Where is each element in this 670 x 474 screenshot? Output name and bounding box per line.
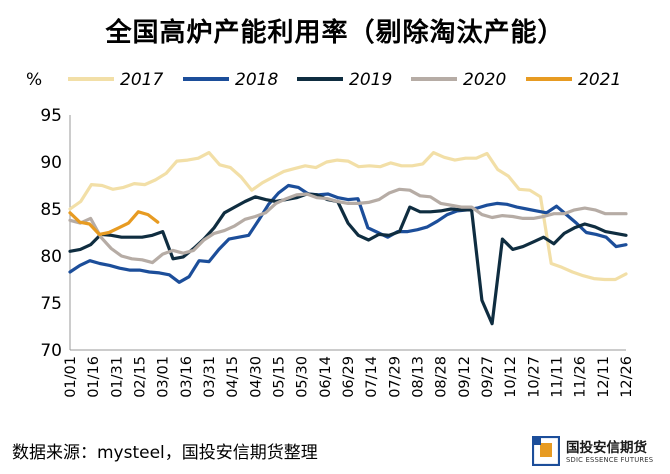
legend-label-2018: 2018 [235, 70, 278, 90]
brand-logo: 国投安信期货 SDIC ESSENCE FUTURES [531, 435, 667, 470]
x-tick-label: 10/12 [503, 356, 519, 398]
brand-name-en: SDIC ESSENCE FUTURES [566, 456, 654, 464]
series-line-2017 [68, 151, 628, 282]
x-tick-label: 06/14 [318, 356, 334, 398]
x-tick-label: 05/15 [272, 356, 288, 398]
axes [69, 115, 626, 351]
y-tick-label: 75 [40, 294, 62, 314]
x-tick-label: 07/29 [387, 356, 403, 398]
x-tick-label: 12/26 [619, 356, 635, 398]
legend-label-2019: 2019 [349, 70, 392, 90]
y-tick-label: 70 [40, 341, 62, 361]
y-axis-unit: % [26, 70, 42, 90]
x-tick-label: 01/31 [109, 356, 125, 398]
x-tick-label: 11/11 [550, 356, 566, 398]
x-axis-ticks: 01/01 01/16 01/31 02/15 03/01 03/16 03/31 04/15… [63, 356, 635, 398]
legend-label-2017: 2017 [120, 70, 163, 90]
series-line-2021 [68, 210, 160, 236]
series-lines [68, 151, 628, 326]
y-tick-label: 90 [40, 153, 62, 173]
x-tick-label: 09/27 [480, 356, 496, 398]
x-tick-label: 08/13 [411, 356, 427, 398]
brand-name: 国投安信期货 [566, 440, 647, 456]
x-tick-label: 03/16 [179, 356, 195, 398]
chart-title: 全国高炉产能利用率（剔除淘汰产能） [105, 18, 565, 48]
x-tick-label: 10/27 [526, 356, 542, 398]
y-tick-label: 95 [40, 106, 62, 126]
legend-label-2021: 2021 [578, 70, 621, 90]
x-tick-label: 01/01 [63, 356, 79, 398]
x-tick-label: 04/15 [225, 356, 241, 398]
series-line-2019 [68, 192, 628, 326]
y-axis-ticks: 70 75 80 85 90 95 [40, 106, 62, 361]
x-tick-label: 06/29 [341, 356, 357, 398]
y-tick-label: 80 [40, 247, 62, 267]
x-tick-label: 08/28 [434, 356, 450, 398]
legend-label-2020: 2020 [463, 70, 506, 90]
y-tick-label: 85 [40, 200, 62, 220]
x-tick-label: 03/01 [156, 356, 172, 398]
series-line-2020 [68, 187, 628, 265]
x-tick-label: 05/30 [295, 356, 311, 398]
series-line-2018 [68, 183, 628, 284]
x-tick-label: 12/11 [596, 356, 612, 398]
x-tick-label: 11/26 [573, 356, 589, 398]
x-tick-label: 03/31 [202, 356, 218, 398]
x-tick-label: 02/15 [133, 356, 149, 398]
legend: 2017 2018 2019 2020 2021 [68, 70, 621, 90]
brand-logo-icon [531, 435, 561, 467]
x-tick-label: 04/30 [248, 356, 264, 398]
source-note: 数据来源：mysteel，国投安信期货整理 [12, 443, 318, 463]
x-tick-label: 07/14 [364, 356, 380, 398]
x-tick-label: 01/16 [86, 356, 102, 398]
x-tick-label: 09/12 [457, 356, 473, 398]
